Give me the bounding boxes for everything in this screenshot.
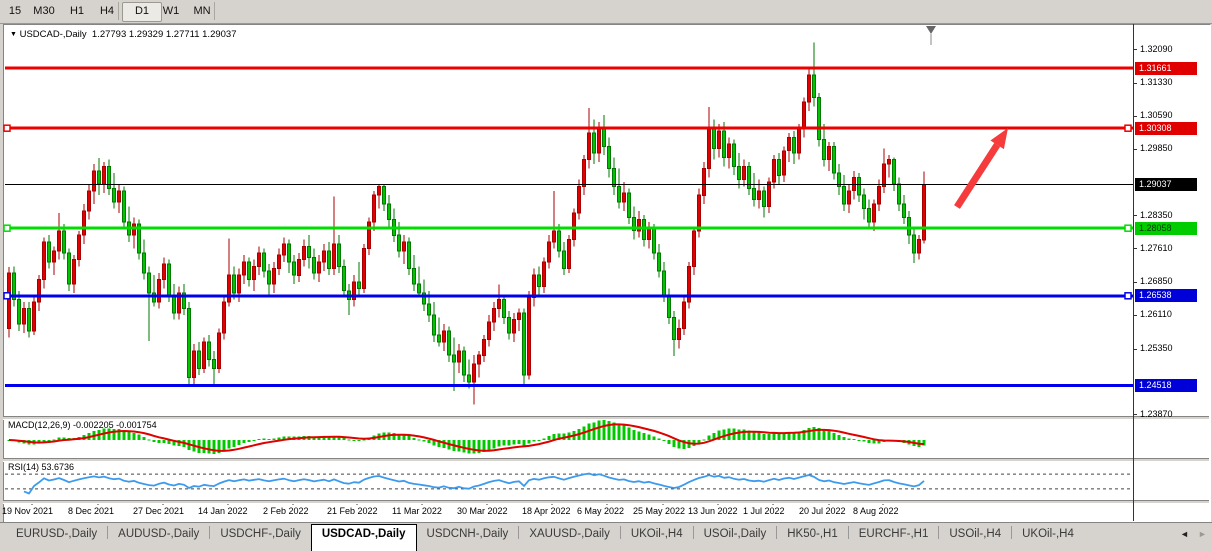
trend-arrow-shaft[interactable] <box>954 142 1001 209</box>
price-tick <box>1133 282 1137 283</box>
toolbar-separator <box>118 2 119 20</box>
price-axis-label: 1.29850 <box>1140 143 1173 154</box>
price-tick <box>1133 248 1137 249</box>
macd-pane-separator[interactable] <box>3 416 1209 420</box>
price-badge-1.26538: 1.26538 <box>1135 289 1197 303</box>
tab-ukoil-h4[interactable]: UKOil-,H4 <box>630 528 683 540</box>
date-axis-label: 30 Mar 2022 <box>457 506 508 516</box>
chart-area <box>3 24 1211 522</box>
date-axis-label: 14 Jan 2022 <box>198 506 248 516</box>
tab-audusd-daily[interactable]: AUDUSD-,Daily <box>118 528 200 540</box>
tab-eurusd-daily[interactable]: EURUSD-,Daily <box>16 528 98 540</box>
tab-hk50-h1[interactable]: HK50-,H1 <box>787 528 838 540</box>
price-badge-1.28058: 1.28058 <box>1135 221 1197 235</box>
date-axis-label: 25 May 2022 <box>633 506 686 516</box>
tab-usoil-h4[interactable]: USOil-,H4 <box>949 528 1002 540</box>
tab-separator <box>692 526 694 539</box>
chart-shift-marker-icon <box>926 26 936 34</box>
rsi-label: RSI(14) 53.6736 <box>8 462 75 472</box>
price-badge-1.30308: 1.30308 <box>1135 121 1197 135</box>
tab-usoil-daily[interactable]: USOil-,Daily <box>703 528 767 540</box>
date-axis-label: 13 Jun 2022 <box>688 506 738 516</box>
rsi-pane-separator[interactable] <box>3 458 1209 462</box>
price-axis-label: 1.27610 <box>1140 242 1173 253</box>
tab-usdcnh-daily[interactable]: USDCNH-,Daily <box>426 528 509 540</box>
ohlc-values: 1.27793 1.29329 1.27711 1.29037 <box>91 29 237 40</box>
date-axis-label: 18 Apr 2022 <box>522 506 571 516</box>
hline-handle[interactable] <box>1124 124 1132 132</box>
date-axis-label: 27 Dec 2021 <box>133 506 185 516</box>
symbol-dropdown-icon[interactable]: ▼ <box>10 31 17 38</box>
toolbar-separator <box>214 2 215 20</box>
rsi-line <box>23 472 925 495</box>
price-axis-label: 1.23870 <box>1140 408 1173 419</box>
date-axis-label: 2 Feb 2022 <box>263 506 309 516</box>
tab-xauusd-daily[interactable]: XAUUSD-,Daily <box>529 528 610 540</box>
tabs-scroll-left-button[interactable]: ◄ <box>1180 529 1189 539</box>
chart-title: ▼ USDCAD-,Daily 1.27793 1.29329 1.27711 … <box>10 29 236 40</box>
price-tick <box>1133 116 1137 117</box>
tab-separator <box>518 526 520 539</box>
price-tick <box>1133 315 1137 316</box>
symbol-name: USDCAD-,Daily <box>19 29 87 40</box>
price-tick <box>1133 215 1137 216</box>
tab-separator <box>209 526 211 539</box>
price-axis-label: 1.26110 <box>1140 309 1172 320</box>
tab-eurchf-h1[interactable]: EURCHF-,H1 <box>858 528 929 540</box>
timeframe-toolbar: 15 M30 H1 H4 D1 W1 MN <box>0 0 1212 24</box>
candles-group <box>7 42 926 405</box>
tab-separator <box>776 526 778 539</box>
date-axis-label: 11 Mar 2022 <box>392 506 442 516</box>
trend-arrow-head[interactable] <box>990 128 1008 150</box>
timeframe-button-15[interactable]: 15 <box>8 5 22 17</box>
date-axis-separator <box>3 500 1209 504</box>
macd-signal-line <box>8 423 925 452</box>
price-axis-label: 1.30590 <box>1140 110 1173 121</box>
timeframe-button-h1[interactable]: H1 <box>69 5 85 17</box>
tab-ukoil-h4[interactable]: UKOil-,H4 <box>1022 528 1074 540</box>
price-tick <box>1133 49 1137 50</box>
tab-usdchf-daily[interactable]: USDCHF-,Daily <box>220 528 301 540</box>
price-tick <box>1133 83 1137 84</box>
timeframe-button-m30[interactable]: M30 <box>33 5 55 17</box>
price-badge-1.29037: 1.29037 <box>1135 178 1197 192</box>
price-tick <box>1133 349 1137 350</box>
date-axis-label: 21 Feb 2022 <box>327 506 378 516</box>
date-axis-label: 19 Nov 2021 <box>2 506 54 516</box>
date-axis-label: 8 Aug 2022 <box>853 506 899 516</box>
timeframe-button-mn[interactable]: MN <box>193 5 211 17</box>
hline-handle[interactable] <box>3 292 11 300</box>
tab-separator <box>938 526 940 539</box>
price-axis-label: 1.26850 <box>1140 276 1173 287</box>
price-axis-label: 1.25350 <box>1140 343 1173 354</box>
hline-handle[interactable] <box>1124 224 1132 232</box>
date-axis-label: 8 Dec 2021 <box>68 506 115 516</box>
tab-usdcad-daily[interactable]: USDCAD-,Daily <box>310 524 417 551</box>
hline-handle[interactable] <box>3 124 11 132</box>
price-badge-1.24518: 1.24518 <box>1135 379 1197 393</box>
tab-separator <box>107 526 109 539</box>
price-badge-1.31661: 1.31661 <box>1135 61 1197 75</box>
date-axis-label: 20 Jul 2022 <box>799 506 846 516</box>
date-axis-label: 6 May 2022 <box>577 506 625 516</box>
price-axis-label: 1.32090 <box>1140 43 1173 54</box>
macd-label: MACD(12,26,9) -0.002205 -0.001754 <box>8 420 157 430</box>
price-tick <box>1133 149 1137 150</box>
hline-handle[interactable] <box>3 224 11 232</box>
timeframe-button-d1[interactable]: D1 <box>122 2 162 22</box>
tab-separator <box>847 526 849 539</box>
tabs-scroll-right-button[interactable]: ► <box>1198 529 1207 539</box>
timeframe-button-h4[interactable]: H4 <box>99 5 115 17</box>
symbol-tabbar: EURUSD-,Daily AUDUSD-,Daily USDCHF-,Daily U… <box>0 522 1212 551</box>
price-tick <box>1133 414 1137 415</box>
timeframe-button-w1[interactable]: W1 <box>162 5 180 17</box>
hline-handle[interactable] <box>1124 292 1132 300</box>
tab-separator <box>619 526 621 539</box>
date-axis-label: 1 Jul 2022 <box>743 506 785 516</box>
price-axis-line <box>1133 24 1134 521</box>
price-axis-label: 1.28350 <box>1140 209 1173 220</box>
tab-separator <box>1011 526 1013 539</box>
price-axis-label: 1.31330 <box>1140 77 1173 88</box>
